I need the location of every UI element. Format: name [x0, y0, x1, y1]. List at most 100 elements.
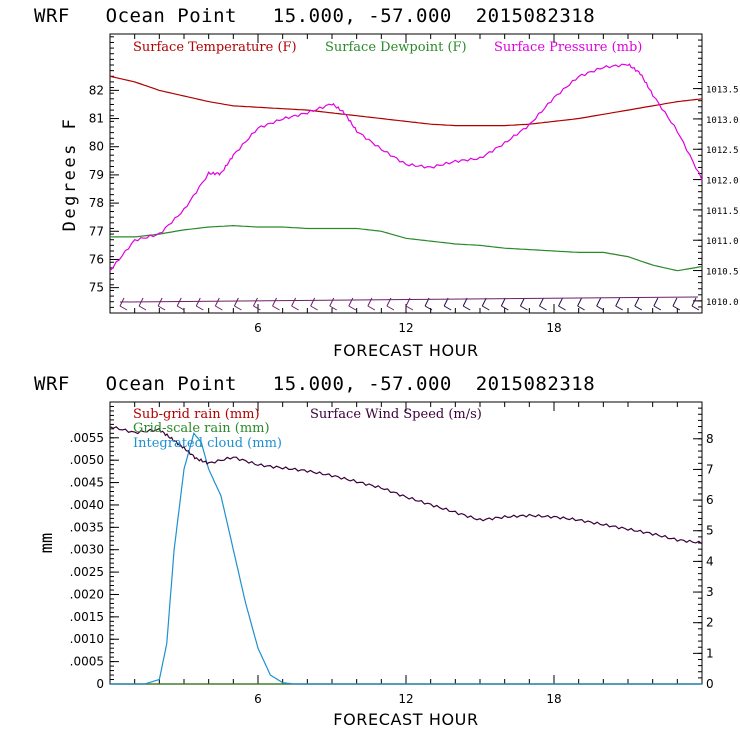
wind-barb	[653, 297, 659, 307]
wind-barb-flag	[196, 305, 204, 311]
wind-barb-flag	[558, 305, 566, 311]
wind-barb	[577, 297, 583, 307]
panel-1-xlabel: FORECAST HOUR	[333, 341, 478, 360]
panel-precip: WRF Ocean Point 15.000, -57.000 20150823…	[34, 373, 714, 729]
series-line-1	[110, 224, 703, 272]
series-line-0	[109, 75, 703, 127]
wind-barb	[539, 297, 544, 307]
wind-barb-baseline	[119, 296, 699, 303]
y2-tick-label: 1010.0	[706, 298, 739, 308]
wind-barb-flag	[539, 305, 547, 311]
wind-barb	[272, 297, 277, 307]
wind-barb-flag	[653, 305, 662, 311]
legend-surface-pressure: Surface Pressure (mb)	[494, 40, 642, 55]
wind-barb	[558, 297, 563, 307]
y-tick-label: .0010	[70, 632, 104, 646]
wind-barb	[596, 297, 602, 307]
wind-barb	[176, 297, 182, 307]
y-tick-label: .0045	[70, 476, 104, 490]
y2-tick-label: 2	[706, 616, 714, 630]
y-tick-label: 75	[89, 281, 104, 295]
wind-barb-flag	[482, 305, 490, 311]
y-tick-label: .0005	[70, 655, 104, 669]
panel-2-series	[109, 425, 703, 685]
wind-barb-flag	[291, 305, 299, 311]
y2-tick-label: 1011.0	[706, 237, 739, 247]
y2-tick-label: 1013.5	[706, 86, 739, 96]
wind-barb	[253, 297, 258, 307]
y2-tick-label: 4	[706, 554, 714, 568]
x-tick-label: 18	[546, 692, 561, 706]
wind-barb	[291, 297, 297, 307]
wind-barb	[634, 297, 640, 307]
y2-tick-label: 8	[706, 432, 714, 446]
panel-1-ticks	[109, 34, 703, 314]
x-tick-label: 18	[546, 321, 561, 335]
panel-1-left-ticklabels: 75 76 77 78 79 80 81 82	[89, 83, 104, 294]
wind-barb-flag	[691, 305, 700, 311]
panel-1-ylabel: Degrees F	[60, 117, 80, 232]
y-tick-label: 77	[89, 224, 104, 238]
legend-integrated-cloud: Integrated cloud (mm)	[133, 436, 282, 451]
panel-1-right-ticklabels: 1010.0 1010.5 1011.0 1011.5 1012.0 1012.5 1013…	[706, 86, 739, 308]
y2-tick-label: 1010.5	[706, 268, 739, 278]
wind-barb-flag	[501, 305, 509, 311]
y-tick-label: 0	[96, 677, 104, 691]
legend-sub-grid-rain: Sub-grid rain (mm)	[133, 407, 260, 422]
legend-grid-scale-rain: Grid-scale rain (mm)	[133, 421, 270, 436]
wind-barb	[195, 297, 201, 307]
panel-2-left-ticklabels: 0 .0005 .0010 .0015 .0020 .0025 .0030 .0035 .004…	[70, 431, 104, 691]
wind-barb-flag	[329, 305, 337, 311]
y-tick-label: .0020	[70, 587, 104, 601]
y-tick-label: 80	[89, 140, 104, 154]
y-tick-label: .0055	[70, 431, 104, 445]
panel-1-title: WRF Ocean Point 15.000, -57.000 20150823…	[34, 5, 595, 27]
wind-barb-flag	[672, 305, 681, 311]
panel-1-series	[109, 63, 703, 272]
wind-barb-flag	[386, 305, 395, 311]
wind-barb-flag	[234, 305, 242, 311]
wind-barb-flag	[138, 305, 147, 311]
x-tick-label: 6	[254, 692, 262, 706]
x-tick-label: 12	[398, 321, 413, 335]
wind-barb-flag	[405, 305, 414, 311]
wind-barb-flag	[520, 305, 528, 311]
y-tick-label: 79	[89, 168, 104, 182]
panel-2-legend: Sub-grid rain (mm) Grid-scale rain (mm) …	[133, 407, 482, 451]
series-line-2	[109, 63, 703, 271]
wind-barb	[310, 297, 316, 307]
y2-tick-label: 1012.5	[706, 146, 739, 156]
wind-barb	[691, 297, 697, 307]
x-tick-label: 12	[398, 692, 413, 706]
y-tick-label: 76	[89, 252, 104, 266]
y-tick-label: .0050	[70, 453, 104, 467]
wind-barb	[329, 297, 335, 307]
y-tick-label: .0025	[70, 565, 104, 579]
y2-tick-label: 1012.0	[706, 177, 739, 187]
panel-1-x-ticklabels: 6 12 18	[254, 321, 561, 335]
wind-barb-flag	[157, 305, 166, 311]
panel-1-legend: Surface Temperature (F) Surface Dewpoint…	[133, 40, 642, 55]
panel-2-xlabel: FORECAST HOUR	[333, 710, 478, 729]
wind-barb-flag	[615, 305, 623, 311]
wind-barb	[519, 297, 525, 307]
y-tick-label: 81	[89, 112, 104, 126]
wind-barb-flag	[634, 305, 643, 311]
wind-barb-flag	[119, 305, 128, 311]
wind-barb-flag	[348, 305, 357, 311]
y-tick-label: .0030	[70, 543, 104, 557]
wind-barb-flag	[424, 305, 433, 311]
wind-barb-flag	[367, 305, 376, 311]
x-tick-label: 6	[254, 321, 262, 335]
wind-barb	[672, 297, 678, 307]
panel-2-ticks	[109, 401, 703, 685]
wind-barb	[500, 297, 506, 307]
wind-barb	[615, 297, 621, 307]
wind-barb	[233, 297, 239, 307]
wind-barb-flag	[253, 305, 261, 311]
panel-1-wind-barbs	[119, 296, 700, 311]
y-tick-label: .0015	[70, 610, 104, 624]
wind-barb-flag	[176, 305, 185, 311]
